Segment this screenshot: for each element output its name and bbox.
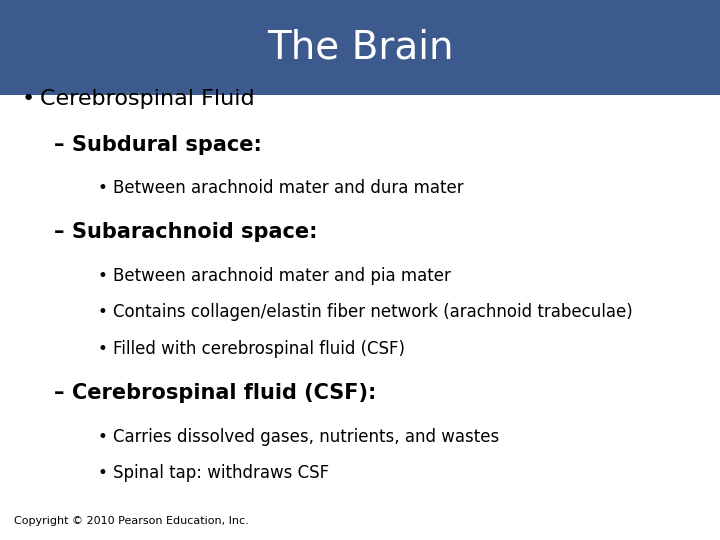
- Text: Spinal tap: withdraws CSF: Spinal tap: withdraws CSF: [113, 464, 329, 482]
- Text: •: •: [97, 428, 107, 445]
- Text: Filled with cerebrospinal fluid (CSF): Filled with cerebrospinal fluid (CSF): [113, 340, 405, 358]
- Text: Subarachnoid space:: Subarachnoid space:: [72, 222, 318, 242]
- Text: •: •: [97, 303, 107, 321]
- Text: Cerebrospinal Fluid: Cerebrospinal Fluid: [40, 89, 254, 109]
- Text: The Brain: The Brain: [266, 28, 454, 66]
- Text: •: •: [97, 340, 107, 358]
- Text: Subdural space:: Subdural space:: [72, 135, 262, 155]
- Text: •: •: [97, 179, 107, 197]
- Text: Cerebrospinal fluid (CSF):: Cerebrospinal fluid (CSF):: [72, 383, 377, 403]
- Text: •: •: [97, 267, 107, 285]
- Text: Between arachnoid mater and pia mater: Between arachnoid mater and pia mater: [113, 267, 451, 285]
- Text: Between arachnoid mater and dura mater: Between arachnoid mater and dura mater: [113, 179, 464, 197]
- Text: Carries dissolved gases, nutrients, and wastes: Carries dissolved gases, nutrients, and …: [113, 428, 499, 445]
- Text: –: –: [54, 222, 65, 242]
- Text: •: •: [97, 464, 107, 482]
- Text: –: –: [54, 383, 65, 403]
- Text: –: –: [54, 135, 65, 155]
- Text: Contains collagen/elastin fiber network (arachnoid trabeculae): Contains collagen/elastin fiber network …: [113, 303, 633, 321]
- FancyBboxPatch shape: [0, 0, 720, 94]
- Text: •: •: [22, 89, 35, 109]
- Text: Copyright © 2010 Pearson Education, Inc.: Copyright © 2010 Pearson Education, Inc.: [14, 516, 249, 526]
